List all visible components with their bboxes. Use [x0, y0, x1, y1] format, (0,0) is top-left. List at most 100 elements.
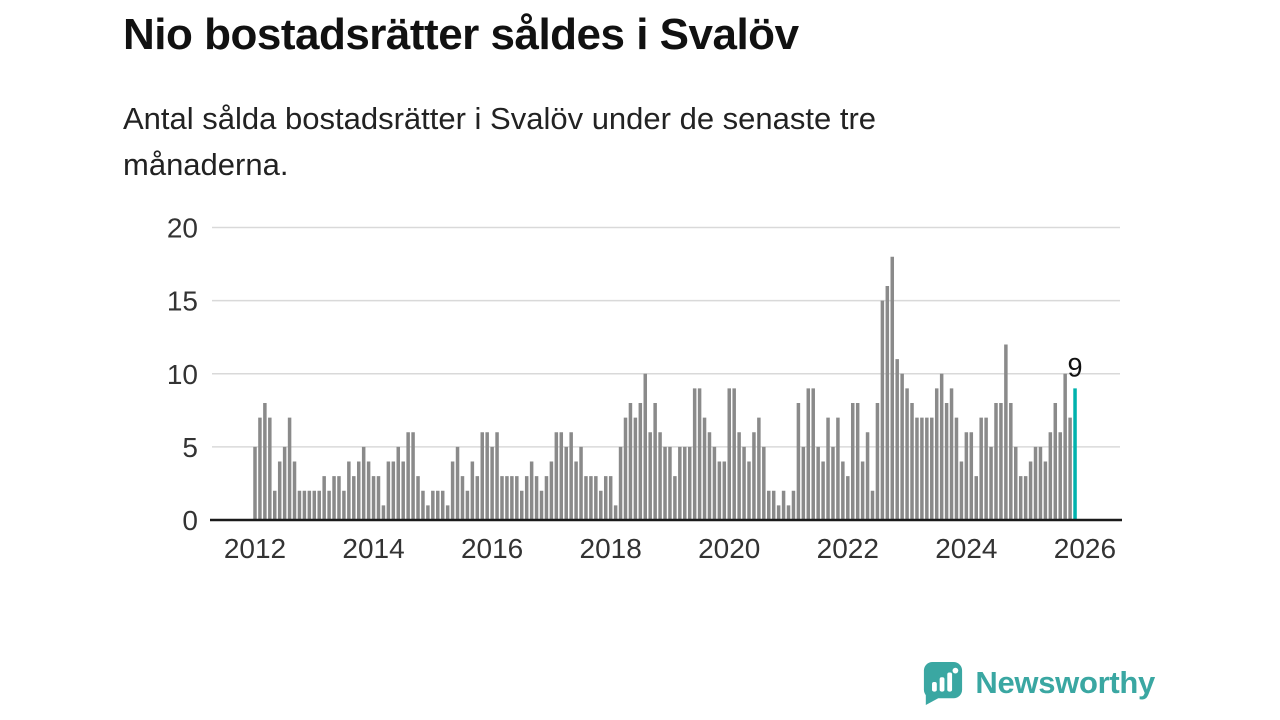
bar — [465, 490, 470, 520]
bar — [767, 490, 771, 520]
x-tick-label: 2020 — [698, 533, 760, 564]
bar — [490, 446, 494, 520]
x-tick-label: 2026 — [1054, 533, 1116, 564]
bar — [613, 505, 618, 520]
bar — [934, 388, 939, 520]
bar — [870, 490, 875, 520]
bar — [520, 490, 524, 520]
bar — [806, 388, 811, 520]
bar — [905, 388, 909, 520]
bar — [455, 446, 460, 520]
bar — [954, 417, 959, 520]
bar — [396, 446, 401, 520]
bar — [371, 476, 376, 520]
bar — [860, 461, 865, 520]
bar — [673, 476, 677, 520]
bar — [618, 446, 623, 520]
bar — [628, 403, 633, 520]
bar — [312, 490, 317, 520]
bar — [791, 490, 796, 520]
bar — [643, 373, 648, 520]
bar — [831, 446, 835, 520]
bar — [332, 476, 336, 520]
bar — [732, 388, 736, 520]
bar — [1023, 476, 1028, 520]
bar — [287, 417, 292, 520]
bar — [737, 432, 741, 520]
bar — [742, 446, 746, 520]
bar — [890, 256, 895, 520]
bar — [925, 417, 929, 520]
x-tick-label: 2024 — [935, 533, 997, 564]
bar — [875, 403, 880, 520]
bar — [431, 490, 435, 520]
bar — [268, 417, 272, 520]
bar — [342, 490, 346, 520]
bar — [263, 403, 267, 520]
bar — [356, 461, 361, 520]
bar — [327, 490, 331, 520]
bar — [589, 476, 593, 520]
bar — [821, 461, 825, 520]
bar — [910, 403, 914, 520]
bar — [515, 476, 519, 520]
bar — [258, 417, 262, 520]
x-tick-label: 2012 — [224, 533, 286, 564]
bar — [1063, 373, 1067, 520]
y-tick-label: 10 — [167, 359, 198, 390]
bar — [687, 446, 692, 520]
bar — [534, 476, 539, 520]
bar — [505, 476, 509, 520]
bar — [1033, 446, 1038, 520]
bar — [485, 432, 489, 520]
bar — [757, 417, 761, 520]
bar — [722, 461, 727, 520]
bar — [930, 417, 934, 520]
bar — [826, 417, 830, 520]
bar — [762, 446, 766, 520]
bar — [401, 461, 405, 520]
bar — [282, 446, 287, 520]
bar — [692, 388, 697, 520]
y-tick-label: 0 — [182, 505, 198, 536]
bar — [850, 403, 855, 520]
page-title: Nio bostadsrätter såldes i Svalöv — [123, 10, 799, 59]
bar — [727, 388, 731, 520]
bar — [391, 461, 396, 520]
bar — [574, 461, 578, 520]
bar — [771, 490, 776, 520]
bar — [663, 446, 667, 520]
bar — [608, 476, 613, 520]
bar — [697, 388, 702, 520]
bar — [944, 403, 949, 520]
bar — [638, 403, 643, 520]
newsworthy-logo-icon — [922, 660, 964, 706]
bar — [302, 490, 307, 520]
bar — [317, 490, 321, 520]
bar — [984, 417, 988, 520]
bar — [623, 417, 628, 520]
bar — [885, 286, 890, 520]
bar — [1028, 461, 1033, 520]
bar — [1009, 403, 1013, 520]
y-tick-label: 15 — [167, 286, 198, 317]
y-tick-label: 5 — [182, 432, 198, 463]
bar — [796, 403, 801, 520]
y-tick-label: 20 — [167, 213, 198, 244]
bar — [584, 476, 588, 520]
bar — [253, 446, 257, 520]
bar — [648, 432, 652, 520]
bar — [500, 476, 504, 520]
bar — [337, 476, 341, 520]
bar — [460, 476, 465, 520]
bar — [307, 490, 312, 520]
bar — [786, 505, 791, 520]
bar — [322, 476, 326, 520]
bar — [524, 476, 529, 520]
bar — [480, 432, 484, 520]
bar — [564, 446, 568, 520]
bar — [1068, 417, 1072, 520]
bar — [865, 432, 870, 520]
bar — [376, 476, 381, 520]
bar — [603, 476, 608, 520]
